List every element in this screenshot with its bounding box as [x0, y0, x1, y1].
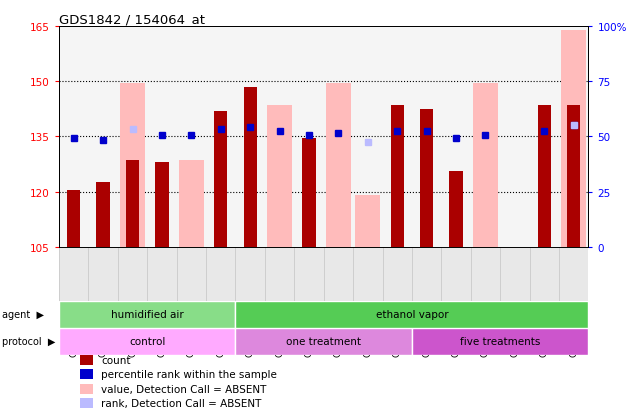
Bar: [67, 190, 80, 247]
Text: protocol  ▶: protocol ▶: [2, 337, 55, 347]
Bar: [214, 112, 228, 247]
Bar: [155, 163, 169, 247]
Text: five treatments: five treatments: [460, 337, 540, 347]
Bar: [473, 84, 498, 247]
Text: one treatment: one treatment: [286, 337, 362, 347]
Bar: [567, 106, 580, 247]
Bar: [538, 106, 551, 247]
Text: percentile rank within the sample: percentile rank within the sample: [101, 369, 277, 380]
Bar: [355, 196, 380, 247]
Bar: [59, 301, 235, 328]
Bar: [179, 161, 204, 247]
Bar: [412, 328, 588, 355]
Text: ethanol vapor: ethanol vapor: [376, 310, 448, 320]
Bar: [562, 31, 587, 247]
Bar: [235, 328, 412, 355]
Text: GDS1842 / 154064_at: GDS1842 / 154064_at: [59, 13, 205, 26]
Bar: [326, 84, 351, 247]
Bar: [390, 106, 404, 247]
Bar: [303, 139, 315, 247]
Text: count: count: [101, 355, 131, 365]
Text: value, Detection Call = ABSENT: value, Detection Call = ABSENT: [101, 384, 267, 394]
Bar: [235, 301, 588, 328]
Bar: [449, 172, 463, 247]
Bar: [97, 183, 110, 247]
Text: humidified air: humidified air: [111, 310, 183, 320]
Bar: [267, 106, 292, 247]
Text: control: control: [129, 337, 165, 347]
Bar: [420, 109, 433, 247]
Bar: [126, 161, 139, 247]
Bar: [120, 84, 145, 247]
Bar: [80, 398, 94, 408]
Text: agent  ▶: agent ▶: [2, 310, 44, 320]
Bar: [80, 370, 94, 379]
Bar: [80, 355, 94, 365]
Bar: [80, 384, 94, 394]
Bar: [244, 88, 257, 247]
Bar: [59, 328, 235, 355]
Text: rank, Detection Call = ABSENT: rank, Detection Call = ABSENT: [101, 398, 262, 408]
